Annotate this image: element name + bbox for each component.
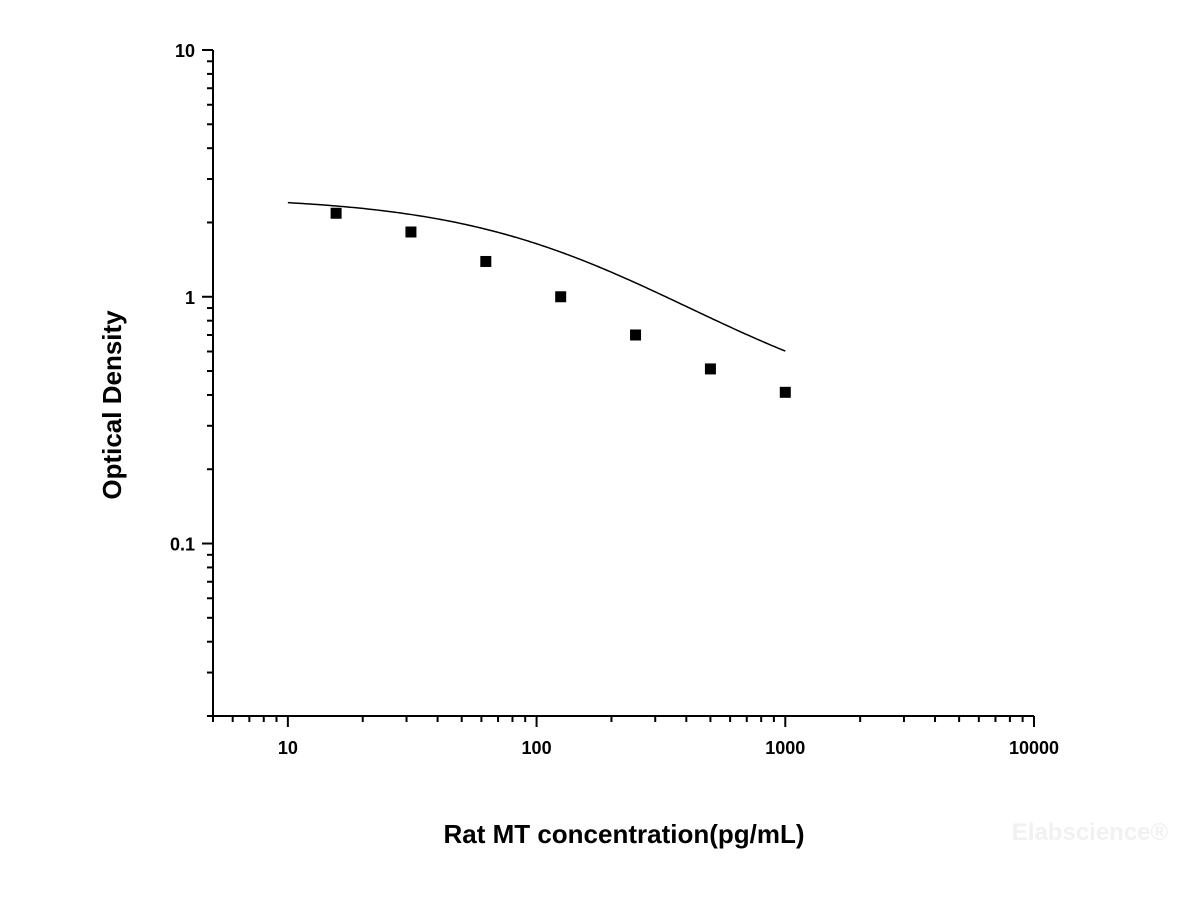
x-tick-label: 1000	[765, 738, 805, 758]
data-point	[779, 386, 791, 398]
x-axis-ticks: 10 100 1000 10000	[212, 716, 1059, 758]
x-tick-label: 10	[278, 738, 298, 758]
x-axis-title: Rat MT concentration(pg/mL)	[443, 819, 804, 849]
y-tick-label: 1	[185, 288, 195, 308]
data-point	[480, 255, 492, 267]
data-point	[704, 363, 716, 375]
x-tick-label: 10000	[1009, 738, 1059, 758]
y-axis-ticks: 0.1 1 10	[170, 41, 213, 717]
data-points-layer	[330, 207, 791, 398]
fit-curve-layer	[287, 201, 786, 352]
y-tick-label: 0.1	[170, 535, 195, 555]
fit-curve	[287, 201, 786, 352]
data-point	[330, 207, 342, 219]
data-point	[405, 226, 417, 238]
data-point	[630, 329, 642, 341]
y-tick-label: 10	[175, 41, 195, 61]
watermark-logo: Elabscience®	[1012, 819, 1169, 846]
axes	[212, 50, 1034, 717]
data-point	[555, 291, 567, 303]
y-axis-title: Optical Density	[97, 310, 127, 500]
x-tick-label: 100	[522, 738, 552, 758]
